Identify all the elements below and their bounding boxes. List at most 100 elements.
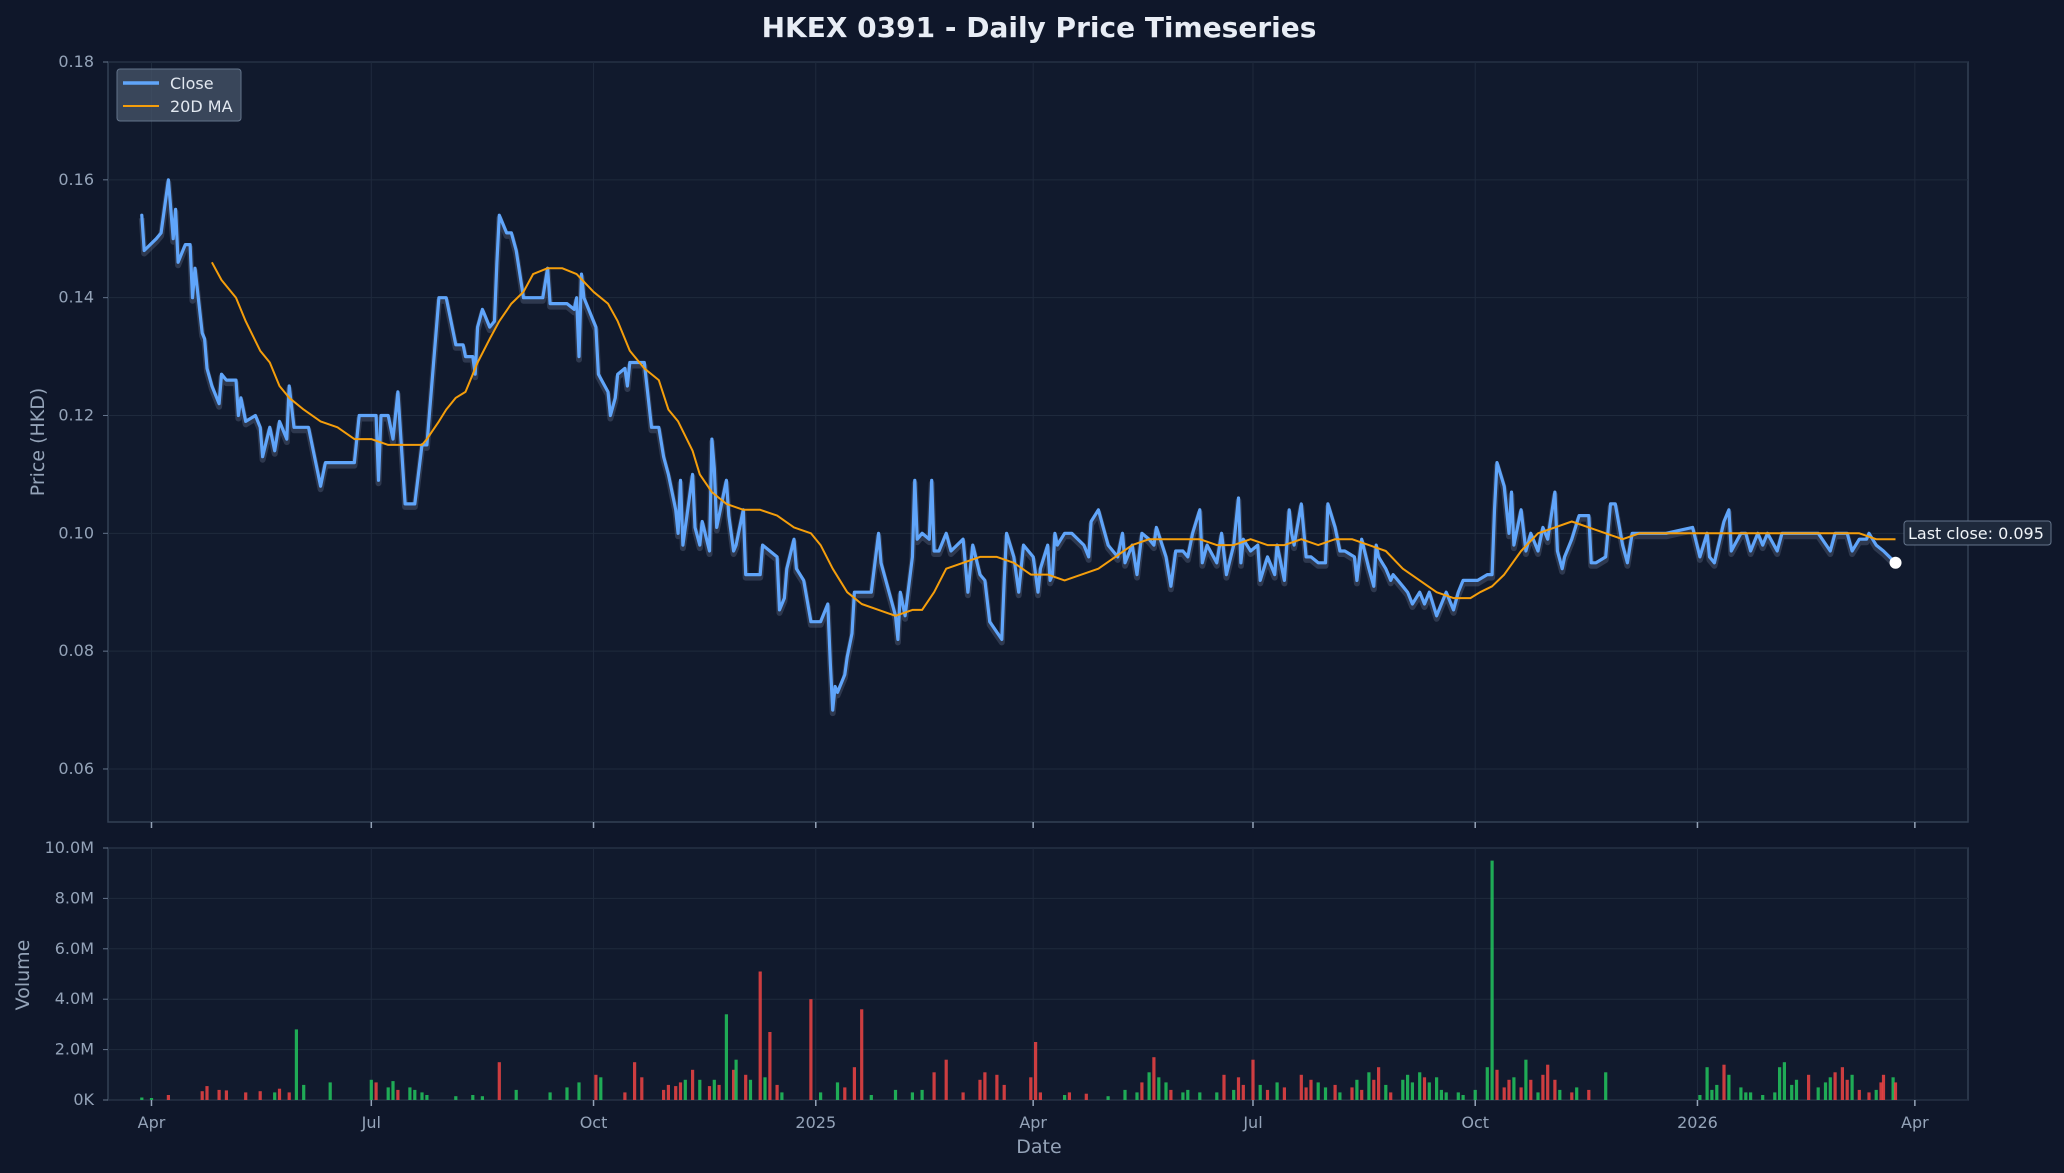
price-y-tick-label: 0.08 [58,641,94,660]
price-series [140,178,1902,712]
volume-bar [1502,1087,1506,1100]
volume-bar [1140,1082,1144,1100]
volume-bar [744,1074,748,1100]
volume-bar [217,1089,221,1100]
x-axis-label: Date [1016,1136,1061,1158]
price-y-tick-label: 0.14 [58,288,94,307]
price-y-tick-label: 0.10 [58,523,94,542]
volume-bar [1444,1092,1448,1100]
volume-bar [166,1095,170,1100]
volume-bar [1857,1089,1861,1100]
volume-y-tick-label: 4.0M [55,989,94,1008]
volume-x-tick-label: Apr [138,1113,166,1132]
volume-y-tick-label: 0K [73,1090,94,1109]
volume-bar [420,1092,424,1100]
volume-bar [843,1087,847,1100]
volume-bar [1512,1077,1516,1100]
volume-bar [565,1087,569,1100]
price-y-axis-label: Price (HKD) [27,388,49,497]
volume-bar [1282,1087,1286,1100]
volume-bar [961,1092,965,1100]
volume-bar [1135,1092,1139,1100]
volume-bar [577,1082,581,1100]
volume-bar [1495,1069,1499,1100]
volume-bar [920,1089,924,1100]
legend-close-label: Close [170,74,214,93]
volume-x-tick-label: Apr [1019,1113,1047,1132]
volume-bar [1147,1072,1151,1100]
volume-bar [1406,1074,1410,1100]
volume-bar [1874,1089,1878,1100]
volume-bar [599,1077,603,1100]
volume-bar [775,1084,779,1100]
volume-bar [1372,1079,1376,1100]
volume-bar [1309,1079,1313,1100]
volume-bar [1575,1087,1579,1100]
last-close-marker [1889,556,1902,569]
volume-bar [732,1069,736,1100]
volume-bar [287,1092,291,1100]
volume-bar [1461,1095,1465,1100]
volume-bar [1715,1084,1719,1100]
volume-bar [1029,1077,1033,1100]
volume-bars [140,860,1898,1100]
legend: Close 20D MA [116,68,242,122]
volume-bar [763,1077,767,1100]
volume-x-tick-label: Oct [1461,1113,1489,1132]
volume-bar [1553,1079,1557,1100]
volume-bar [1222,1074,1226,1100]
volume-bar [1778,1067,1782,1100]
volume-bar [869,1095,873,1100]
volume-bar [1541,1074,1545,1100]
volume-bar [1181,1092,1185,1100]
volume-bar [277,1088,282,1100]
price-y-tick-label: 0.12 [58,405,94,424]
volume-y-tick-label: 6.0M [55,939,94,958]
volume-bar [1389,1092,1393,1100]
volume-bar [1529,1079,1533,1100]
volume-bar [748,1079,753,1100]
volume-bar [1807,1074,1811,1100]
volume-bar [273,1092,277,1100]
volume-x-tick-label: Jul [361,1113,381,1132]
volume-bar [425,1095,429,1100]
volume-bar [294,1029,298,1100]
volume-bar [932,1072,936,1100]
volume-bar [1038,1092,1042,1100]
volume-bar [548,1092,552,1100]
volume-bar [662,1089,666,1100]
volume-bar [995,1074,999,1100]
volume-bar [1519,1087,1523,1100]
volume-bar [1084,1093,1088,1100]
volume-bar [1002,1084,1006,1100]
volume-bar [1490,860,1494,1100]
volume-bar [1236,1077,1241,1100]
volume-bar [1422,1077,1427,1100]
volume-bar [1710,1089,1714,1100]
volume-bar [1427,1082,1431,1100]
volume-bar [1761,1095,1765,1100]
volume-bar [1241,1084,1245,1100]
price-y-tick-label: 0.18 [58,52,94,71]
volume-bar [1265,1089,1270,1100]
volume-bar [1823,1082,1828,1100]
volume-bar [200,1091,204,1100]
volume-bar [1879,1082,1883,1100]
volume-bar [1232,1089,1236,1100]
volume-bar [1152,1057,1156,1100]
volume-bar [780,1092,784,1100]
volume-bar [386,1087,390,1100]
volume-bar [1377,1067,1381,1100]
volume-bar [724,1014,728,1100]
volume-bar [1698,1095,1702,1100]
volume-bar [1705,1067,1709,1100]
volume-bar [1123,1089,1127,1100]
volume-bar [1106,1096,1110,1100]
close-price-line [140,178,1898,712]
volume-bar [852,1067,856,1100]
volume-bar [1790,1084,1794,1100]
volume-bar [1350,1087,1354,1100]
volume-bar [860,1009,864,1100]
last-close-annotation-box [1903,520,2052,546]
